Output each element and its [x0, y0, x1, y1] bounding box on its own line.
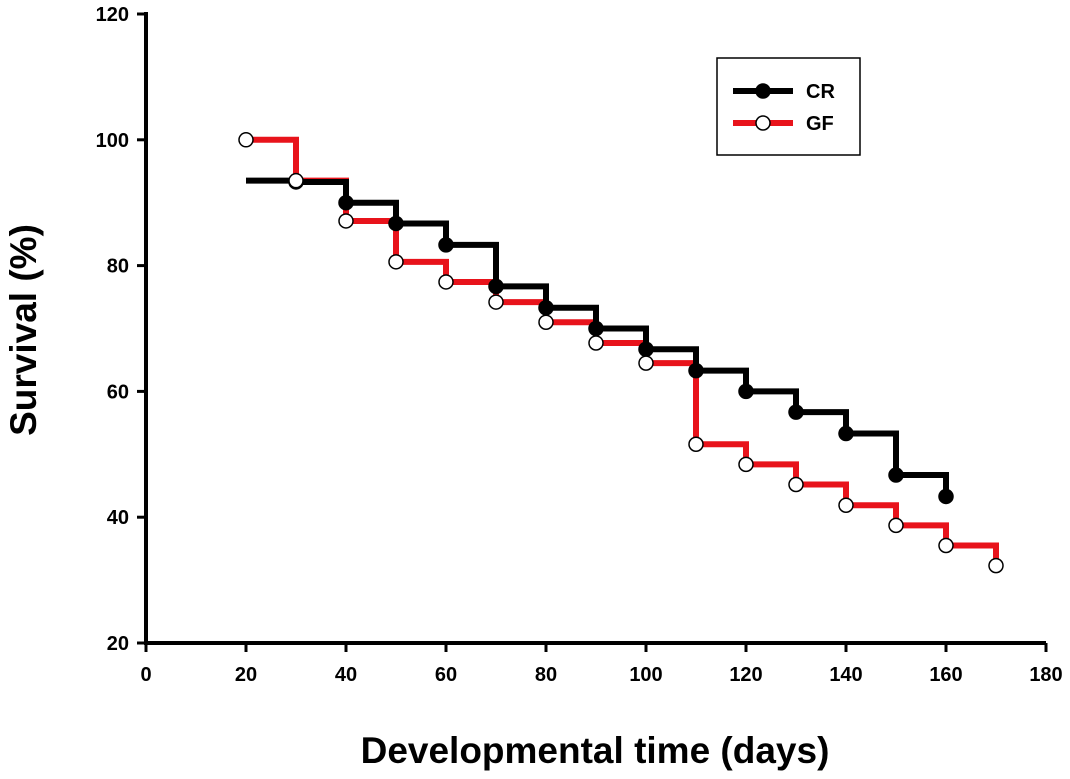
legend: CR GF [716, 57, 861, 156]
cr-point [488, 278, 504, 295]
cr-point [588, 320, 604, 337]
cr-point [538, 299, 554, 316]
cr-point [438, 237, 454, 253]
legend-marker-cr [755, 83, 771, 99]
y-tick-label: 20 [107, 633, 129, 655]
x-tick-label: 60 [435, 664, 457, 686]
gf-point [538, 314, 554, 330]
x-axis-title: Developmental time (days) [361, 730, 830, 771]
gf-point [838, 497, 854, 513]
x-tick-label: 120 [729, 664, 762, 686]
gf-point [488, 294, 504, 310]
cr-point [738, 383, 754, 400]
legend-label-gf: GF [806, 113, 834, 135]
cr-point [338, 194, 354, 211]
y-tick-label: 80 [107, 256, 129, 278]
cr-point [638, 341, 654, 358]
gf-point [438, 274, 454, 290]
ticks: 0 20 40 60 80 100 120 140 160 180 20 40 60 80 100 120 [96, 4, 1063, 686]
x-tick-label: 160 [929, 664, 962, 686]
legend-marker-gf [755, 115, 771, 131]
y-axis-title: Survival (%) [3, 224, 44, 436]
gf-point [238, 132, 254, 148]
cr-point [888, 467, 904, 483]
cr-point [788, 404, 804, 420]
x-tick-label: 40 [335, 664, 357, 686]
legend-label-cr: CR [806, 81, 835, 103]
gf-point [638, 355, 654, 371]
x-tick-label: 140 [829, 664, 862, 686]
gf-point [888, 517, 904, 534]
gf-point [688, 436, 704, 452]
gf-point [388, 254, 404, 270]
x-tick-label: 20 [235, 664, 257, 686]
cr-point [688, 362, 704, 379]
x-tick-label: 80 [535, 664, 557, 686]
x-tick-label: 180 [1029, 664, 1062, 686]
gf-point [588, 335, 604, 351]
y-tick-label: 40 [107, 507, 129, 529]
axes [144, 12, 1046, 645]
legend-box [716, 57, 861, 156]
cr-point [938, 488, 954, 505]
cr-point [838, 425, 854, 442]
gf-point [738, 456, 754, 473]
y-tick-label: 60 [107, 381, 129, 403]
y-tick-label: 100 [96, 130, 129, 152]
series-group [238, 132, 1004, 574]
gf-point [288, 172, 304, 189]
y-tick-label: 120 [96, 4, 129, 26]
x-tick-label: 100 [629, 664, 662, 686]
gf-point [938, 537, 954, 554]
cr-point [388, 215, 404, 232]
x-tick-label: 0 [140, 664, 151, 686]
gf-point [338, 213, 354, 229]
gf-point [988, 557, 1004, 574]
gf-point [788, 476, 804, 493]
